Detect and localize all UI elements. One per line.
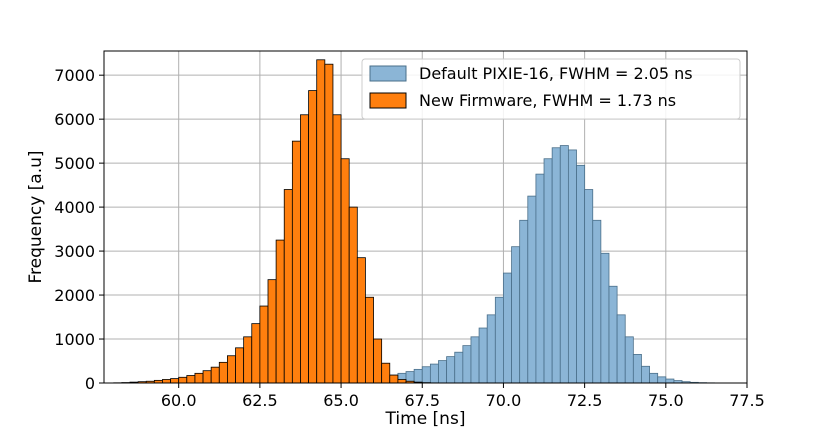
histogram-bar [462,345,472,384]
histogram-bar [397,379,407,384]
histogram-bars [113,59,724,384]
histogram-bar [551,147,561,384]
histogram-bar [348,206,358,384]
legend-label-default: Default PIXIE-16, FWHM = 2.05 ns [419,64,693,83]
legend: Default PIXIE-16, FWHM = 2.05 ns New Fir… [361,58,741,120]
histogram-bar [649,372,659,384]
legend-label-new-firmware: New Firmware, FWHM = 1.73 ns [419,91,676,110]
histogram-bar [446,356,456,384]
histogram-bar [373,338,383,384]
series-default-pixie16 [324,145,724,384]
histogram-bar [162,379,171,384]
y-tick-label: 7000 [54,66,95,85]
histogram-bar [576,164,586,384]
y-tick-label: 2000 [54,286,95,305]
x-tick-label: 65.0 [323,391,359,410]
histogram-bar [202,370,212,384]
histogram-bar [381,362,391,384]
histogram-bar [235,347,245,384]
histogram-bar [641,365,650,384]
histogram-bar [665,378,675,384]
y-axis-label: Frequency [a.u] [26,150,46,283]
histogram-bar [600,252,610,384]
histogram-bar [584,189,594,384]
histogram-bar [356,257,366,384]
histogram-bar [194,372,204,384]
y-tick-label: 1000 [54,330,95,349]
histogram-bar [616,314,626,384]
histogram-bar [413,368,423,384]
histogram-bar [227,355,236,384]
histogram-bar [291,140,301,384]
histogram-bar [624,336,634,384]
series-new-firmware [113,59,439,384]
histogram-bar [429,363,439,384]
histogram-bar [170,378,180,384]
histogram-bar [567,149,577,384]
histogram-bar [559,145,569,384]
histogram-bar [503,272,512,384]
histogram-bar [511,246,521,384]
histogram-bar [535,173,545,384]
histogram-bar [470,336,480,384]
histogram-bar [365,296,374,384]
legend-swatch-default [369,65,407,82]
y-tick-label: 5000 [54,154,95,173]
histogram-bar [308,90,318,384]
x-tick-label: 62.5 [242,391,278,410]
y-tick-label: 4000 [54,198,95,217]
histogram-bar [486,314,496,384]
histogram-bar [543,158,553,384]
histogram-bar [178,376,188,384]
histogram-bar [259,305,269,384]
axis-ticks: 60.0 62.5 65.0 67.5 70.0 72.5 75.0 77.5 0 1000 200… [54,66,765,410]
histogram-bar [608,285,618,384]
histogram-bar [332,114,342,384]
y-tick-label: 3000 [54,242,95,261]
legend-box [361,58,741,120]
histogram-bar [438,360,448,384]
legend-swatch-new-firmware [369,92,407,109]
histogram-bar [267,279,277,384]
histogram-bar [494,296,504,384]
histogram-bar [519,219,529,384]
histogram-bar [316,59,326,384]
x-tick-label: 60.0 [161,391,197,410]
histogram-bar [300,114,309,384]
x-axis-label: Time [ns] [385,409,466,429]
histogram-bar [421,366,431,384]
histogram-bar [527,195,537,384]
histogram-bar [389,374,399,384]
x-tick-label: 70.0 [486,391,522,410]
y-tick-label: 0 [85,374,95,393]
x-tick-label: 67.5 [404,391,440,410]
x-tick-label: 77.5 [729,391,765,410]
plot-frame [103,50,748,384]
histogram-bar [454,351,464,384]
histogram-bar [218,361,228,384]
histogram-bar [251,323,261,384]
histogram-bar [283,189,293,384]
histogram-bar [478,327,488,384]
histogram-bar [210,366,220,384]
histogram-bar [592,219,602,384]
histogram-bar [632,354,642,384]
y-tick-label: 6000 [54,110,95,129]
histogram-bar [340,158,350,384]
x-tick-label: 75.0 [648,391,684,410]
histogram-bar [324,63,334,384]
histogram-bar [275,239,285,384]
histogram-bar [186,375,196,384]
x-tick-label: 72.5 [567,391,603,410]
histogram-bar [243,336,253,384]
histogram-bar [657,376,667,384]
